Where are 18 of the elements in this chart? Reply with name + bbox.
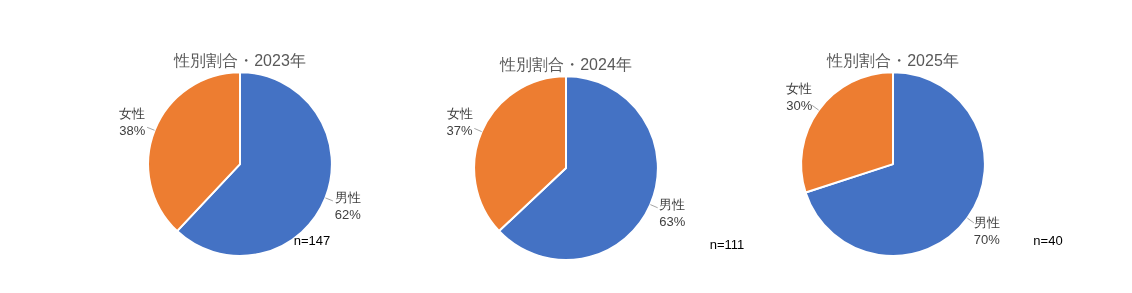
slice-label: 男性: [334, 189, 361, 205]
slice-label: 男性: [659, 196, 686, 212]
data-label: 62%: [334, 206, 362, 222]
data-label: 63%: [659, 213, 686, 229]
data-label: 38%: [119, 122, 146, 138]
text: n=147: [293, 232, 331, 248]
slice-label: 女性: [786, 80, 813, 96]
data-label: 70%: [973, 231, 1001, 247]
data-label: 37%: [446, 123, 474, 139]
chart-title: 性別割合・2025年: [826, 52, 959, 70]
chart-title: 性別割合・2024年: [499, 56, 632, 74]
slice-label: 女性: [119, 105, 146, 121]
data-label: 30%: [786, 97, 813, 113]
text: n=40: [1033, 232, 1063, 248]
chart-title: 性別割合・2023年: [173, 52, 306, 70]
text: n=111: [709, 236, 745, 252]
slice-label: 男性: [973, 214, 1000, 230]
slice-label: 女性: [446, 106, 473, 122]
